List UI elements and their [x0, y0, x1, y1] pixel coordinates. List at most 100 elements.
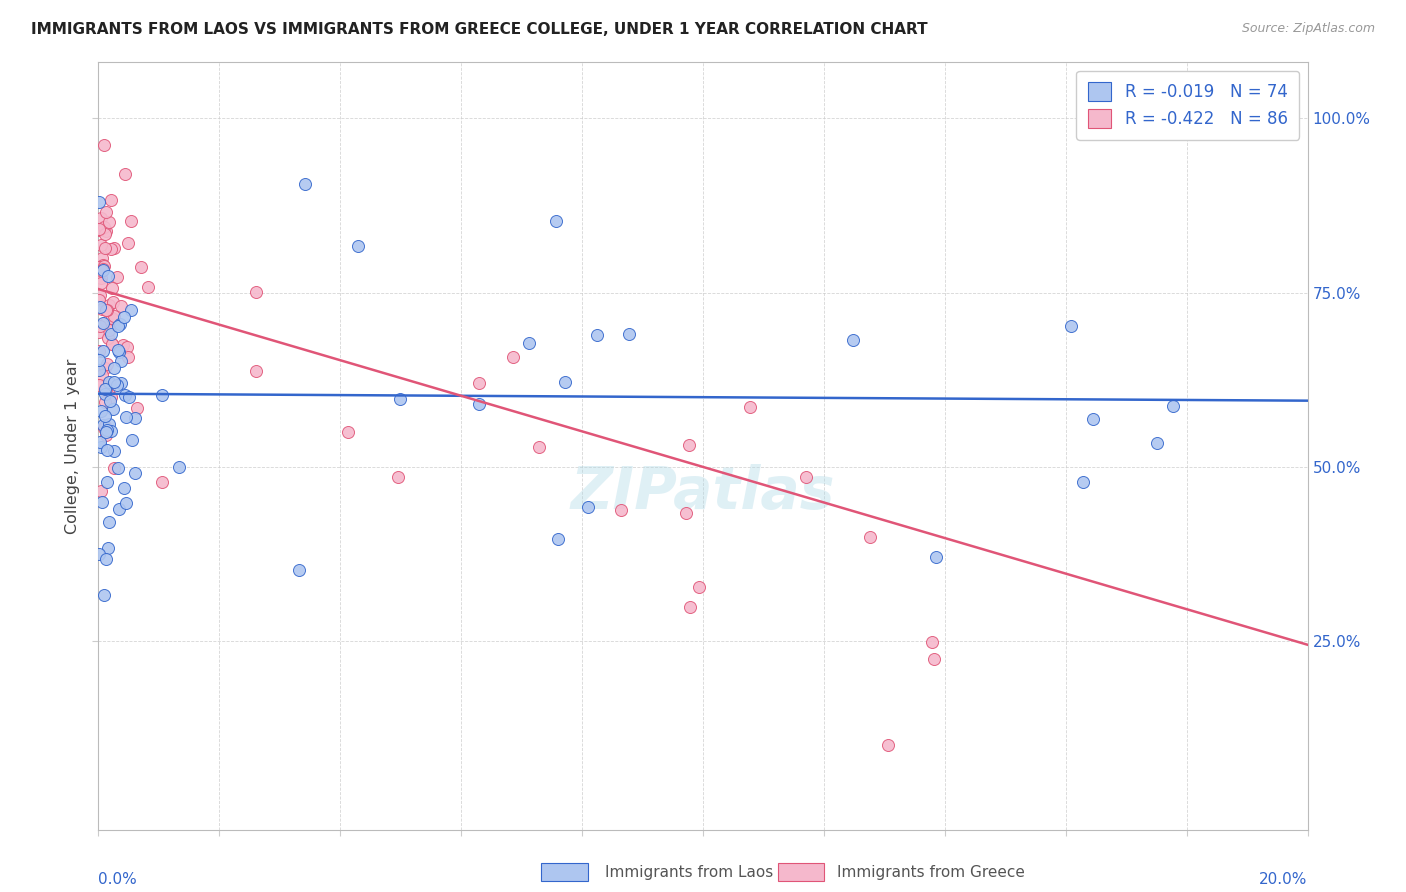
Point	[91, 494, 114, 508]
Point	[89, 434, 111, 449]
Point	[96, 442, 118, 457]
Point	[93, 138, 115, 153]
Point	[925, 550, 948, 565]
Point	[876, 739, 898, 753]
Text: Immigrants from Greece: Immigrants from Greece	[837, 865, 1025, 880]
Point	[100, 310, 122, 325]
Point	[94, 241, 117, 255]
Point	[922, 652, 945, 666]
Point	[842, 333, 865, 347]
Point	[91, 263, 114, 277]
Point	[91, 418, 114, 433]
Text: Immigrants from Laos: Immigrants from Laos	[605, 865, 773, 880]
Point	[90, 404, 112, 418]
Point	[93, 588, 115, 602]
Point	[121, 433, 143, 447]
Point	[101, 337, 124, 351]
Point	[96, 302, 118, 317]
Point	[294, 178, 316, 192]
Point	[118, 390, 141, 404]
Point	[97, 381, 120, 395]
Point	[91, 302, 114, 317]
Point	[91, 377, 114, 392]
Point	[103, 461, 125, 475]
Point	[117, 350, 139, 364]
Point	[103, 313, 125, 327]
Point	[107, 343, 129, 358]
Point	[96, 315, 118, 329]
Point	[97, 331, 120, 345]
Point	[110, 299, 132, 313]
Point	[468, 397, 491, 411]
Point	[120, 214, 142, 228]
Point	[103, 309, 125, 323]
Point	[112, 481, 135, 495]
Text: Source: ZipAtlas.com: Source: ZipAtlas.com	[1241, 22, 1375, 36]
Point	[89, 378, 111, 392]
Point	[91, 262, 114, 277]
Point	[167, 460, 190, 475]
Point	[1161, 399, 1184, 413]
Point	[678, 438, 700, 452]
Point	[96, 357, 118, 371]
Point	[103, 361, 125, 376]
Point	[94, 227, 117, 241]
Point	[1146, 436, 1168, 450]
Point	[101, 294, 124, 309]
Point	[94, 409, 117, 424]
Point	[98, 214, 121, 228]
Point	[96, 475, 118, 489]
Point	[94, 418, 117, 433]
Point	[108, 344, 131, 359]
Point	[547, 532, 569, 546]
Point	[546, 213, 568, 227]
Point	[87, 195, 110, 210]
Point	[96, 386, 118, 401]
Point	[108, 502, 131, 516]
Point	[387, 470, 409, 484]
Point	[90, 276, 112, 290]
Point	[858, 530, 880, 544]
Point	[115, 340, 138, 354]
Legend: R = -0.019   N = 74, R = -0.422   N = 86: R = -0.019 N = 74, R = -0.422 N = 86	[1076, 70, 1299, 140]
Point	[107, 460, 129, 475]
Point	[127, 401, 149, 416]
Point	[94, 394, 117, 409]
Point	[97, 269, 120, 284]
Text: 20.0%: 20.0%	[1260, 871, 1308, 887]
Point	[502, 351, 524, 365]
Point	[108, 317, 131, 331]
Text: 0.0%: 0.0%	[98, 871, 138, 887]
Point	[112, 310, 135, 324]
Point	[609, 503, 631, 517]
Y-axis label: College, Under 1 year: College, Under 1 year	[65, 359, 80, 533]
Point	[90, 270, 112, 285]
Point	[337, 425, 360, 439]
Point	[87, 547, 110, 561]
Point	[738, 400, 761, 414]
Point	[107, 318, 129, 333]
Point	[90, 263, 112, 277]
Point	[89, 318, 111, 333]
Point	[527, 440, 550, 454]
Point	[100, 391, 122, 405]
Point	[87, 362, 110, 376]
Point	[100, 424, 122, 438]
Point	[467, 376, 489, 391]
Point	[675, 506, 697, 520]
Point	[245, 364, 267, 378]
Point	[91, 316, 114, 330]
Point	[120, 303, 142, 318]
Point	[101, 336, 124, 351]
Point	[114, 388, 136, 402]
Point	[517, 336, 540, 351]
Point	[619, 326, 641, 341]
Point	[90, 441, 112, 455]
Point	[110, 354, 132, 368]
Point	[98, 298, 121, 312]
Point	[124, 411, 146, 425]
Point	[117, 236, 139, 251]
Point	[110, 376, 132, 390]
Point	[89, 344, 111, 359]
Point	[103, 401, 125, 416]
